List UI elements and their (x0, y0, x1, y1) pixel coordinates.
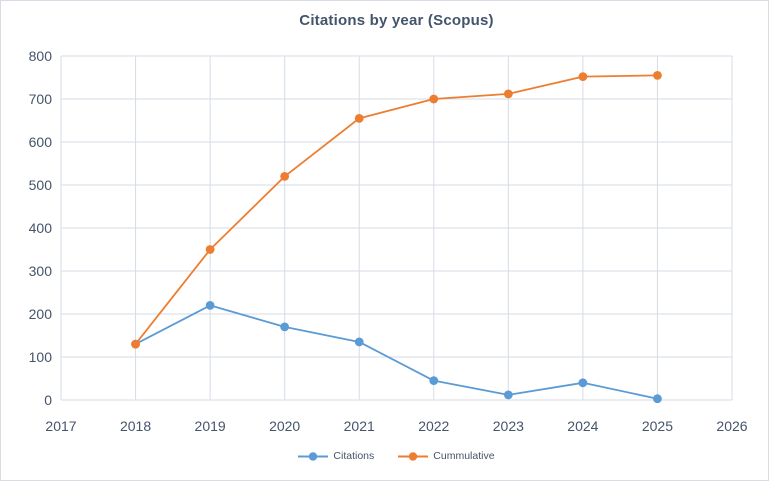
series-line-citations (134, 304, 659, 400)
legend-label: Cummulative (433, 450, 495, 462)
data-point-citations-2022 (429, 376, 439, 386)
x-axis-tick-label: 2017 (45, 418, 76, 434)
y-axis-tick-label: 100 (29, 349, 53, 365)
y-axis-tick-label: 0 (44, 392, 52, 408)
data-point-cummulative-2018 (131, 339, 140, 349)
legend: Citations Cummulative (61, 450, 732, 462)
data-point-cummulative-2023 (503, 89, 513, 99)
data-point-cummulative-2022 (429, 94, 439, 104)
x-axis-tick-label: 2024 (567, 418, 598, 434)
x-axis-tick-label: 2022 (418, 418, 449, 434)
x-axis-tick-label: 2019 (195, 418, 226, 434)
data-point-cummulative-2024 (578, 72, 588, 82)
legend-marker-citations (298, 451, 329, 461)
legend-marker-cummulative (398, 451, 429, 461)
x-axis-tick-label: 2023 (493, 418, 524, 434)
y-axis-tick-label: 400 (29, 220, 53, 236)
x-axis-tick-label: 2020 (269, 418, 300, 434)
y-axis-tick-label: 200 (29, 306, 53, 322)
data-point-cummulative-2020 (280, 172, 290, 181)
y-axis-tick-label: 600 (29, 134, 53, 150)
y-axis-tick-label: 800 (29, 48, 53, 64)
legend-item-cummulative: Cummulative (398, 450, 495, 462)
data-point-cummulative-2019 (205, 245, 215, 254)
data-point-citations-2024 (578, 378, 588, 388)
data-point-cummulative-2025 (653, 70, 662, 80)
data-point-citations-2023 (503, 390, 513, 400)
y-axis-tick-label: 300 (29, 263, 53, 279)
data-point-cummulative-2021 (354, 113, 364, 123)
data-point-citations-2021 (354, 337, 364, 347)
series-line-cummulative (134, 74, 659, 346)
chart-title: Citations by year (Scopus) (299, 12, 494, 29)
data-point-citations-2019 (205, 301, 215, 310)
y-axis-tick-label: 700 (29, 91, 53, 107)
x-axis-tick-label: 2021 (344, 418, 375, 434)
x-axis-tick-label: 2025 (642, 418, 673, 434)
legend-item-citations: Citations (298, 450, 374, 462)
legend-label: Citations (333, 450, 375, 462)
x-axis-tick-label: 2026 (716, 418, 747, 434)
data-point-citations-2020 (280, 322, 290, 332)
x-axis-tick-label: 2018 (120, 418, 151, 434)
y-axis-tick-label: 500 (29, 177, 53, 193)
data-point-citations-2025 (653, 394, 662, 404)
